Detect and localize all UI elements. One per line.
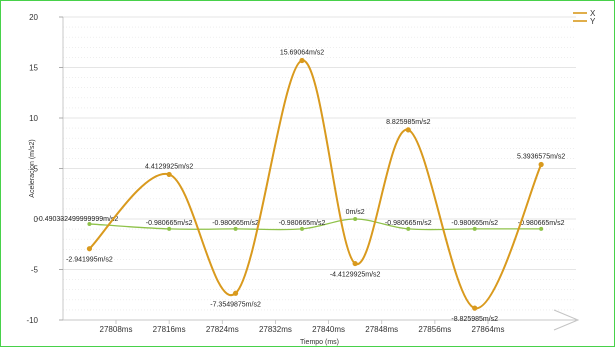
data-label-y: 8.825985m/s2 — [386, 119, 430, 126]
x-tick-label: 27816ms — [153, 325, 186, 334]
data-label-y: -8.825985m/s2 — [451, 316, 498, 323]
data-point-y — [166, 171, 172, 178]
x-axis-title: Tiempo (ms) — [300, 339, 339, 346]
data-point-y — [299, 57, 305, 64]
data-point-green — [167, 226, 172, 231]
x-tick-label: 27840ms — [312, 325, 345, 334]
data-label-green: -0.980665m/s2 — [212, 220, 259, 227]
data-label-y: -4.4129925m/s2 — [330, 272, 381, 279]
data-label-y: 5.3936575m/s2 — [517, 154, 565, 161]
data-point-y — [472, 305, 478, 311]
y-tick-label: 15 — [29, 64, 38, 73]
x-tick-label: 27848ms — [365, 325, 398, 334]
data-point-green — [300, 226, 304, 231]
data-point-y — [405, 127, 411, 133]
data-label-y: -2.941995m/s2 — [66, 257, 113, 264]
legend-label: Y — [590, 17, 596, 26]
x-tick-label: 27856ms — [418, 325, 451, 334]
y-tick-label: -5 — [31, 266, 39, 275]
data-label-green: -0.980665m/s2 — [518, 220, 565, 227]
x-tick-label: 27808ms — [100, 325, 133, 334]
data-label-y: 15.69064m/s2 — [280, 50, 324, 57]
data-point-y — [352, 260, 358, 267]
data-label-y: -7.3549875m/s2 — [210, 301, 261, 308]
data-point-green — [539, 226, 544, 231]
y-tick-label: 0 — [34, 215, 39, 224]
x-tick-label: 27832ms — [259, 325, 292, 334]
x-tick-label: 27824ms — [206, 325, 239, 334]
y-tick-label: 20 — [29, 13, 38, 22]
y-tick-label: 10 — [29, 114, 38, 123]
data-label-green: -0.980665m/s2 — [385, 220, 432, 227]
data-label-green: -0.980665m/s2 — [279, 220, 326, 227]
y-axis-title: Aceleracion (m/s2) — [29, 139, 36, 197]
data-point-y — [232, 290, 239, 296]
series-line-green — [89, 218, 542, 231]
data-label-green: 0m/s2 — [346, 209, 365, 216]
data-point-green — [233, 226, 238, 231]
data-point-green — [406, 226, 411, 231]
x-axis-arrow — [553, 309, 580, 331]
data-point-green — [353, 217, 358, 221]
x-tick-label: 27864ms — [472, 325, 505, 334]
y-tick-label: 5 — [34, 165, 39, 174]
data-label-y: 4.4129925m/s2 — [145, 163, 193, 170]
data-point-y — [538, 161, 544, 168]
data-point-y — [86, 246, 93, 252]
data-label-green: -0.980665m/s2 — [451, 220, 498, 227]
data-point-green — [87, 221, 92, 226]
series-line-y — [88, 59, 543, 310]
y-tick-label: -10 — [26, 316, 38, 325]
data-label-green: -0.490332499999999m/s2 — [37, 216, 119, 223]
data-point-green — [472, 226, 477, 231]
data-label-green: -0.980665m/s2 — [146, 220, 193, 227]
legend-label: X — [590, 9, 596, 18]
